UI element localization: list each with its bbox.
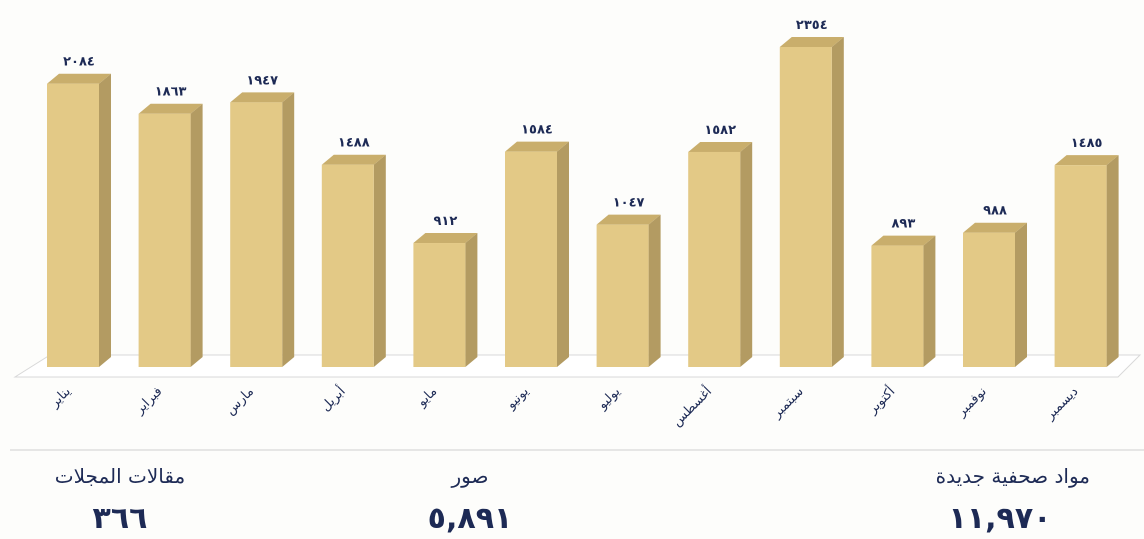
bar-top — [321, 154, 386, 165]
value-label: ١٨٦٣ — [155, 85, 187, 100]
value-label: ٩١٢ — [433, 214, 457, 229]
bar-side — [190, 103, 203, 367]
stat-label: مواد صحفية جديدة — [936, 464, 1090, 488]
bar-top — [1054, 155, 1119, 166]
bar-side — [740, 141, 753, 367]
bar-top — [230, 92, 295, 103]
value-label: ٩٨٨ — [983, 204, 1007, 219]
value-label: ١٠٤٧ — [613, 196, 645, 211]
bar-side — [648, 214, 661, 367]
stat-value: ١١,٩٧٠ — [949, 501, 1052, 536]
value-label: ٢٣٥٤ — [796, 18, 828, 33]
value-label: ٢٠٨٤ — [63, 55, 95, 70]
bar-side — [282, 92, 295, 368]
bar — [138, 113, 191, 367]
floor — [13, 354, 1142, 378]
bar — [505, 151, 557, 367]
bar-top — [596, 214, 661, 225]
bar-side — [1106, 155, 1119, 367]
bar-top — [413, 233, 478, 244]
bar-side — [373, 154, 386, 367]
bar — [47, 83, 99, 367]
bar-top — [688, 141, 753, 152]
bar-top — [138, 103, 203, 114]
value-label: ١٥٨٤ — [521, 123, 553, 138]
bar — [321, 164, 374, 367]
bar-side — [923, 235, 936, 367]
bar — [230, 102, 283, 368]
stat-value: ٥,٨٩١ — [428, 501, 513, 536]
bar-side — [557, 141, 569, 367]
bar-side — [99, 73, 111, 367]
value-label: ١٥٨٢ — [704, 123, 736, 138]
value-label: ١٤٨٥ — [1071, 136, 1103, 151]
bar-top — [871, 235, 936, 246]
bar-side — [1015, 222, 1027, 367]
bar — [688, 151, 741, 367]
bar — [1054, 165, 1107, 367]
value-label: ١٤٨٨ — [338, 136, 370, 151]
bar-top — [963, 222, 1027, 233]
bar-top — [47, 73, 111, 84]
bar-top — [505, 141, 569, 152]
bar — [413, 243, 466, 367]
stat-value: ٣٦٦ — [93, 501, 148, 536]
bar-side — [465, 233, 478, 367]
bar-top — [779, 37, 844, 47]
value-label: ١٩٤٧ — [246, 73, 278, 88]
bar — [871, 245, 924, 367]
bar — [596, 224, 649, 367]
bar-side — [831, 37, 844, 367]
bar — [963, 232, 1015, 367]
stat-label: صور — [451, 464, 489, 488]
stat-label: مقالات المجلات — [55, 464, 185, 488]
bar — [779, 47, 832, 367]
value-label: ٨٩٣ — [891, 217, 915, 232]
